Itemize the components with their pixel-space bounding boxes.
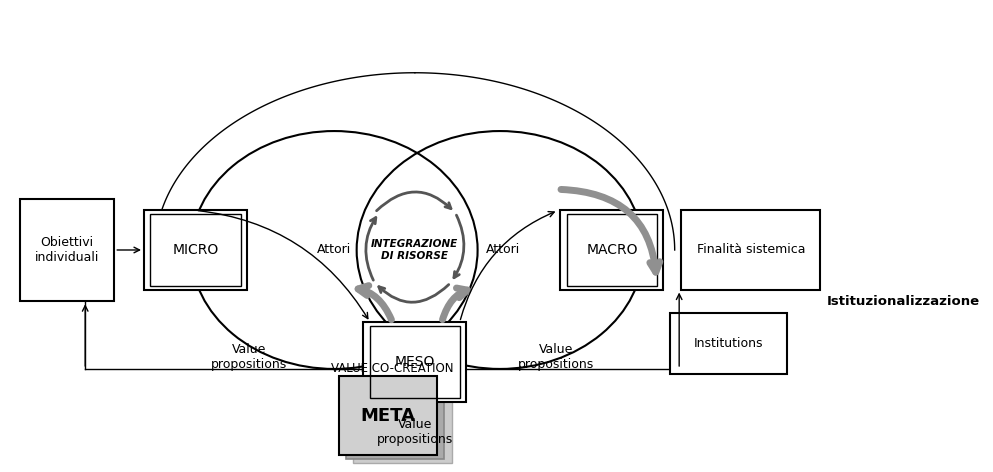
Text: Attori: Attori	[317, 244, 352, 256]
Text: Institutions: Institutions	[694, 337, 764, 350]
Text: Value
propositions: Value propositions	[376, 418, 453, 446]
Text: Istituzionalizzazione: Istituzionalizzazione	[827, 295, 980, 308]
FancyBboxPatch shape	[354, 383, 452, 463]
FancyBboxPatch shape	[670, 313, 786, 374]
Text: VALUE CO-CREATION: VALUE CO-CREATION	[332, 362, 454, 375]
Text: Value
propositions: Value propositions	[212, 343, 287, 371]
Text: META: META	[360, 406, 415, 425]
Text: MACRO: MACRO	[586, 243, 638, 257]
FancyBboxPatch shape	[346, 379, 445, 459]
Text: MESO: MESO	[394, 355, 435, 369]
FancyBboxPatch shape	[20, 199, 114, 301]
FancyBboxPatch shape	[560, 211, 663, 290]
FancyBboxPatch shape	[681, 211, 820, 290]
Text: INTEGRAZIONE
DI RISORSE: INTEGRAZIONE DI RISORSE	[371, 239, 459, 261]
Text: MICRO: MICRO	[172, 243, 218, 257]
FancyBboxPatch shape	[363, 322, 467, 402]
Text: Obiettivi
individuali: Obiettivi individuali	[35, 236, 99, 264]
Text: Value
propositions: Value propositions	[518, 343, 595, 371]
FancyBboxPatch shape	[144, 211, 247, 290]
Text: Finalità sistemica: Finalità sistemica	[697, 244, 805, 256]
Text: Attori: Attori	[486, 244, 519, 256]
FancyBboxPatch shape	[339, 376, 437, 455]
